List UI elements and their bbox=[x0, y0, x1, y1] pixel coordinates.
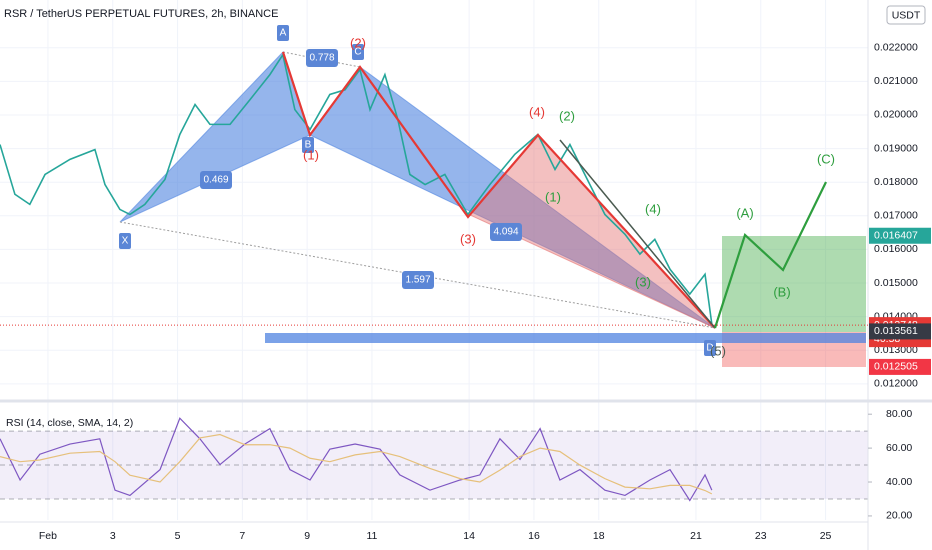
y-tick-label: 0.015000 bbox=[874, 277, 918, 289]
target-zone bbox=[722, 236, 866, 332]
price-label: 0.016407 bbox=[874, 230, 918, 242]
wave-label: (A) bbox=[736, 205, 753, 220]
wave-label: (2) bbox=[559, 108, 575, 123]
price-label-box bbox=[869, 358, 931, 375]
ratio-box bbox=[490, 223, 522, 241]
price-label-box bbox=[869, 323, 931, 340]
support-bar bbox=[265, 333, 866, 343]
wave-label: (1) bbox=[303, 147, 319, 162]
wave-label: (C) bbox=[817, 151, 835, 166]
wave-label: (2) bbox=[350, 35, 366, 50]
x-tick-label: 3 bbox=[110, 530, 116, 542]
y-tick-label: 0.016000 bbox=[874, 243, 918, 255]
x-tick-label: 18 bbox=[593, 530, 605, 542]
pattern-point: B bbox=[305, 140, 312, 151]
x-tick-label: 16 bbox=[528, 530, 540, 542]
y-tick-label: 0.022000 bbox=[874, 42, 918, 54]
x-tick-label: 9 bbox=[304, 530, 310, 542]
y-tick-label: 0.021000 bbox=[874, 75, 918, 87]
rsi-title: RSI (14, close, SMA, 14, 2) bbox=[6, 417, 133, 429]
pattern-xd bbox=[119, 221, 716, 329]
ratio-label: 0.778 bbox=[309, 53, 334, 64]
price-label: 0.012505 bbox=[874, 361, 918, 373]
y-tick-label: 0.019000 bbox=[874, 142, 918, 154]
pattern-ac bbox=[282, 51, 361, 68]
wave-label: (4) bbox=[645, 201, 661, 216]
wave-projection bbox=[713, 181, 827, 329]
wave-label: (1) bbox=[545, 189, 561, 204]
series-line bbox=[0, 433, 713, 495]
wave-label: (B) bbox=[773, 284, 790, 299]
y-tick-label: 0.012000 bbox=[874, 378, 918, 390]
y-tick-label: 0.020000 bbox=[874, 109, 918, 121]
x-tick-label: 7 bbox=[239, 530, 245, 542]
x-tick-label: 11 bbox=[367, 530, 378, 542]
wave-zigzag bbox=[281, 51, 716, 329]
x-tick-label: 14 bbox=[463, 530, 475, 542]
wave-label: (3) bbox=[635, 274, 651, 289]
pattern-point-box bbox=[119, 233, 131, 249]
x-tick-label: 21 bbox=[690, 530, 702, 542]
x-tick-label: 25 bbox=[820, 530, 832, 542]
x-tick-label: 23 bbox=[755, 530, 767, 542]
currency-badge[interactable] bbox=[886, 5, 926, 25]
currency[interactable]: USDT bbox=[892, 9, 921, 21]
pattern-point-box bbox=[302, 137, 314, 153]
series-line bbox=[0, 417, 713, 502]
pattern-point: D bbox=[706, 343, 713, 354]
wave-minor bbox=[559, 139, 716, 329]
pattern-point: X bbox=[122, 236, 129, 247]
ratio-label: 4.094 bbox=[493, 227, 518, 238]
x-tick-label: 5 bbox=[175, 530, 181, 542]
series-line bbox=[0, 52, 713, 325]
pattern-point-box bbox=[352, 44, 364, 60]
chart-title: RSR / TetherUS PERPETUAL FUTURES, 2h, BI… bbox=[4, 8, 278, 20]
y-tick-label: 20.00 bbox=[886, 510, 912, 522]
price-label-box bbox=[869, 227, 931, 244]
pattern-point: C bbox=[354, 47, 361, 58]
ratio-box bbox=[306, 49, 338, 67]
pattern-point: A bbox=[280, 28, 287, 39]
y-tick-label: 80.00 bbox=[886, 408, 912, 420]
price-label: 0.013561 bbox=[874, 325, 918, 337]
pattern-point-box bbox=[277, 25, 289, 41]
y-tick-label: 40.00 bbox=[886, 476, 912, 488]
wave-label: (5) bbox=[710, 343, 726, 358]
wave-label: (3) bbox=[460, 231, 476, 246]
ratio-label: 1.597 bbox=[405, 275, 430, 286]
y-tick-label: 0.018000 bbox=[874, 176, 918, 188]
ratio-box bbox=[402, 271, 434, 289]
ratio-box bbox=[200, 171, 232, 189]
x-tick-label: Feb bbox=[39, 530, 57, 542]
pattern-point-box bbox=[704, 340, 716, 356]
wave-label: (4) bbox=[529, 104, 545, 119]
y-tick-label: 0.017000 bbox=[874, 210, 918, 222]
ratio-label: 0.469 bbox=[203, 175, 228, 186]
y-tick-label: 60.00 bbox=[886, 442, 912, 454]
